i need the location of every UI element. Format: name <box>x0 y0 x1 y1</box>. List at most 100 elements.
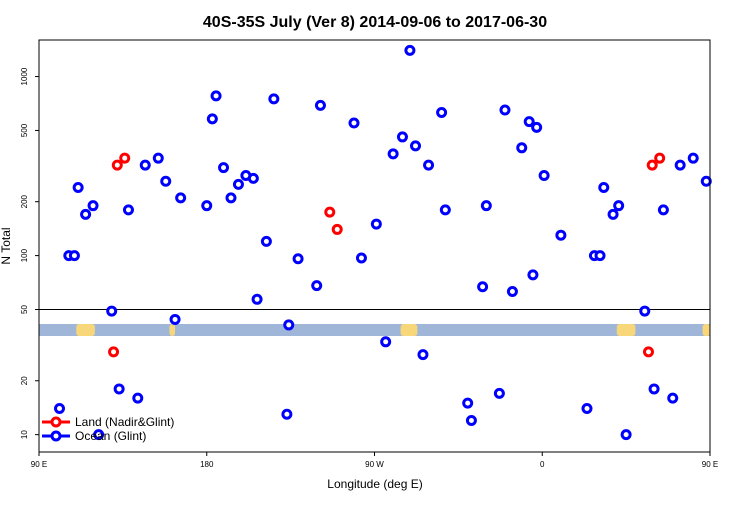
ocean-band <box>39 324 710 336</box>
ocean-point <box>175 192 187 204</box>
ocean-point <box>639 305 651 317</box>
legend-marker <box>50 430 62 442</box>
y-tick-label: 50 <box>20 305 29 314</box>
ocean-point <box>581 402 593 414</box>
legend-marker <box>50 416 62 428</box>
ocean-point <box>523 116 535 128</box>
x-tick-label: 90 W <box>365 460 384 469</box>
ocean-point <box>87 200 99 212</box>
ocean-point <box>268 93 280 105</box>
x-tick-label: 90 E <box>702 460 718 469</box>
ocean-point <box>465 414 477 426</box>
ocean-point <box>423 159 435 171</box>
ocean-point <box>396 131 408 143</box>
ocean-point <box>206 113 218 125</box>
ocean-point <box>160 175 172 187</box>
legend-label: Ocean (Glint) <box>75 429 146 443</box>
ocean-point <box>555 229 567 241</box>
map-strip <box>39 324 710 336</box>
land-patch <box>400 324 418 336</box>
ocean-point <box>169 313 181 325</box>
land-patch <box>616 324 636 336</box>
ocean-point <box>80 208 92 220</box>
y-tick-label: 500 <box>20 123 29 137</box>
ocean-point <box>292 253 304 265</box>
ocean-point <box>218 162 230 174</box>
ocean-point <box>314 99 326 111</box>
land-patch <box>76 324 95 336</box>
land-point <box>642 346 654 358</box>
land-patch <box>169 324 176 336</box>
ocean-point <box>531 121 543 133</box>
ocean-point <box>380 336 392 348</box>
y-tick-label: 20 <box>20 376 29 385</box>
plot-frame <box>38 39 711 453</box>
ocean-point <box>72 182 84 194</box>
ocean-point <box>620 429 632 441</box>
ocean-point <box>54 402 66 414</box>
ocean-point <box>152 152 164 164</box>
ocean-point <box>251 293 263 305</box>
x-tick-label: 90 E <box>31 460 47 469</box>
ocean-point <box>657 204 669 216</box>
ocean-point <box>436 106 448 118</box>
ocean-point <box>462 397 474 409</box>
ocean-point <box>527 269 539 281</box>
ocean-point <box>538 170 550 182</box>
legend-label: Land (Nadir&Glint) <box>75 415 174 429</box>
ocean-point <box>516 142 528 154</box>
x-axis-title: Longitude (deg E) <box>327 477 422 491</box>
ocean-point <box>493 387 505 399</box>
ocean-point <box>370 218 382 230</box>
ocean-point <box>506 286 518 298</box>
ocean-point <box>132 392 144 404</box>
ocean-point <box>139 159 151 171</box>
ocean-point <box>93 429 105 441</box>
chart-title: 40S-35S July (Ver 8) 2014-09-06 to 2017-… <box>203 14 547 31</box>
ocean-point <box>700 175 712 187</box>
land-point <box>646 159 658 171</box>
axes: 90 E 180 90 W 0 90 E 10 20 50 100 200 500 1000 <box>20 39 718 469</box>
ocean-point <box>480 200 492 212</box>
y-axis-title: N Total <box>0 227 13 264</box>
land-point <box>111 159 123 171</box>
ocean-point <box>439 204 451 216</box>
ocean-point <box>404 44 416 56</box>
ocean-point <box>499 104 511 116</box>
ocean-point <box>607 208 619 220</box>
ocean-point <box>387 148 399 160</box>
ocean-point <box>68 250 80 262</box>
ocean-point <box>232 178 244 190</box>
ocean-point <box>355 252 367 264</box>
ocean-point <box>225 192 237 204</box>
y-tick-label: 1000 <box>20 67 29 85</box>
ocean-point <box>113 383 125 395</box>
ocean-point <box>598 182 610 194</box>
ocean-point <box>283 319 295 331</box>
ocean-point <box>247 172 259 184</box>
y-tick-label: 100 <box>20 248 29 262</box>
ocean-point <box>311 280 323 292</box>
y-tick-label: 200 <box>20 194 29 208</box>
ocean-point <box>417 349 429 361</box>
y-tick-label: 10 <box>20 430 29 439</box>
ocean-point <box>260 235 272 247</box>
land-point <box>108 346 120 358</box>
plot-area <box>39 44 712 441</box>
ocean-point <box>648 383 660 395</box>
x-tick-label: 0 <box>540 460 545 469</box>
ocean-point <box>674 159 686 171</box>
land-point <box>324 206 336 218</box>
land-point <box>654 152 666 164</box>
ocean-point <box>613 200 625 212</box>
ocean-point <box>122 204 134 216</box>
ocean-point <box>201 200 213 212</box>
ocean-point <box>210 90 222 102</box>
ocean-point <box>348 117 360 129</box>
ocean-point <box>477 281 489 293</box>
ocean-point <box>594 250 606 262</box>
ocean-point <box>667 392 679 404</box>
ocean-point <box>410 140 422 152</box>
